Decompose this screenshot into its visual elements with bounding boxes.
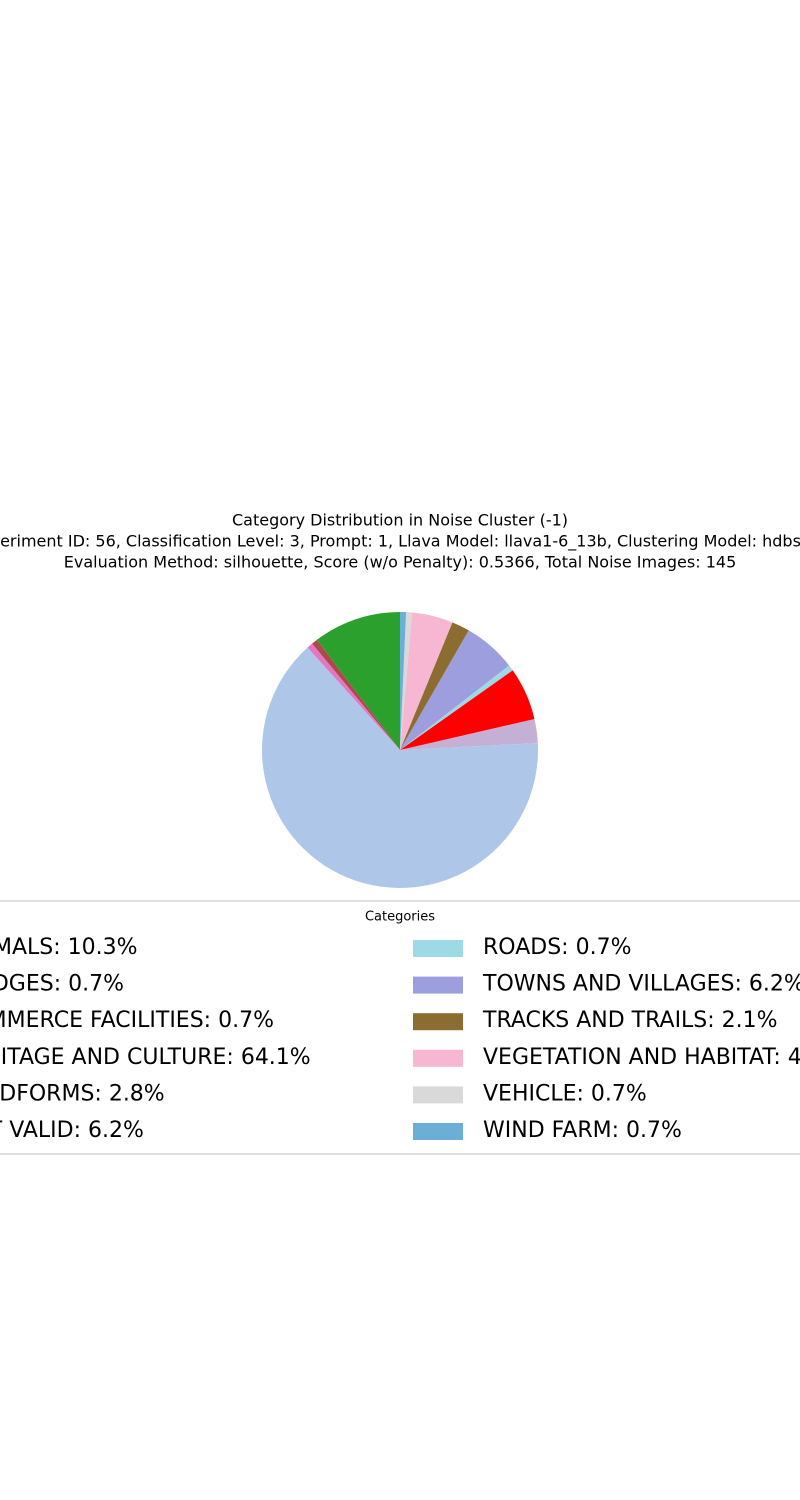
legend-label: HERITAGE AND CULTURE: 64.1% — [0, 1045, 311, 1070]
pie-slice — [400, 630, 510, 750]
legend-label: TRACKS AND TRAILS: 2.1% — [482, 1008, 778, 1033]
pie-slice — [400, 612, 453, 750]
legend-swatch — [413, 1013, 463, 1031]
legend-swatch — [413, 1049, 463, 1067]
pie-slice — [400, 665, 513, 750]
pie-slice — [400, 612, 413, 750]
pie-slice — [400, 622, 469, 750]
pie-slice — [400, 719, 538, 750]
legend-label: TOWNS AND VILLAGES: 6.2% — [482, 972, 800, 997]
legend-swatch — [413, 940, 463, 957]
legend-label: BRIDGES: 0.7% — [0, 972, 124, 997]
legend-label: COMMERCE FACILITIES: 0.7% — [0, 1008, 274, 1033]
chart-subtitle: Experiment ID: 56, Classification Level:… — [0, 532, 800, 552]
pie-slice — [261, 647, 538, 889]
legend-swatch — [413, 1086, 463, 1104]
legend-label: NOT VALID: 6.2% — [0, 1118, 144, 1143]
pie-slice — [316, 612, 400, 750]
legend-title: Categories — [365, 910, 435, 925]
legend-label: VEGETATION AND HABITAT: 4.8% — [483, 1045, 800, 1070]
pie-slice — [400, 670, 535, 750]
legend-swatch — [413, 976, 463, 994]
legend-label: ANIMALS: 10.3% — [0, 935, 138, 960]
legend-box — [0, 900, 800, 1155]
chart-subtitle: Evaluation Method: silhouette, Score (w/… — [64, 553, 737, 572]
legend-label: ROADS: 0.7% — [483, 935, 631, 960]
legend-label: LANDFORMS: 2.8% — [0, 1081, 165, 1106]
legend-label: WIND FARM: 0.7% — [483, 1118, 682, 1143]
legend-label: VEHICLE: 0.7% — [483, 1081, 647, 1106]
pie-slice — [312, 639, 400, 750]
chart-title: Category Distribution in Noise Cluster (… — [232, 511, 568, 530]
legend-swatch — [413, 1123, 463, 1140]
pie-slice — [400, 612, 407, 750]
pie-slice — [307, 643, 400, 750]
